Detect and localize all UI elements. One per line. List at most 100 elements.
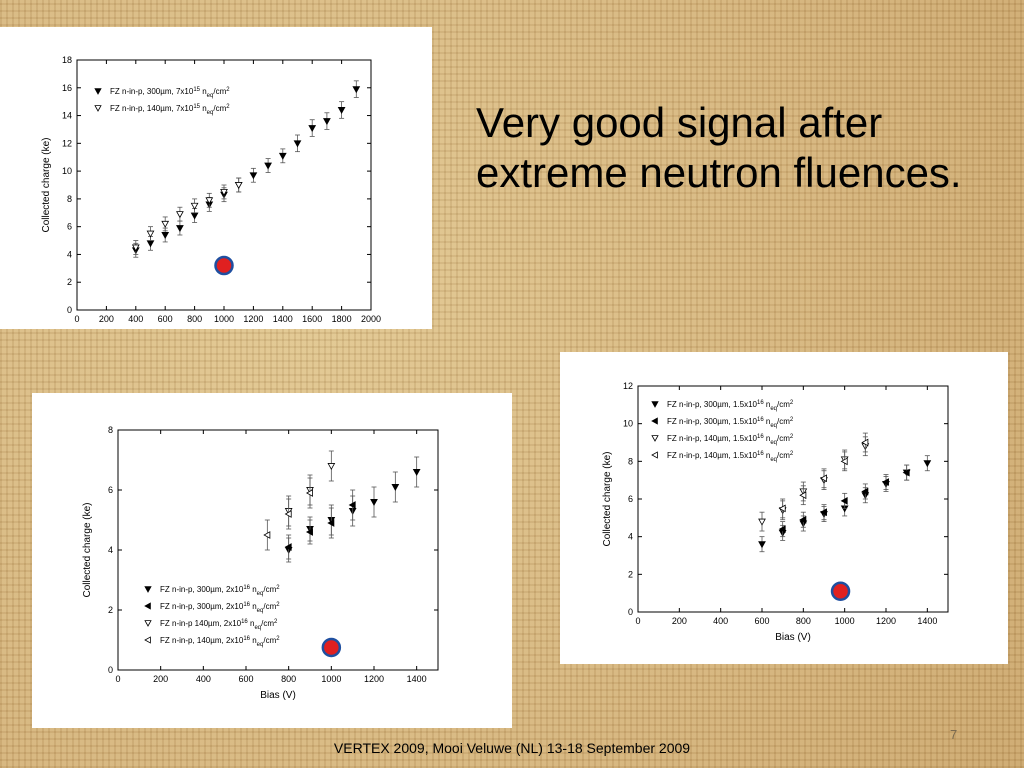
chart-panel-1p5e16: 0 200 400 600 800 1000 1200 1400 0 2 4 6 8 10 12 Bias (… bbox=[560, 352, 1008, 664]
chart1-y-tick-label: 2 bbox=[67, 277, 72, 287]
chart3-series-0-point bbox=[923, 460, 932, 468]
chart2-series-1-point bbox=[305, 528, 313, 536]
chart2-y-tick-label: 8 bbox=[108, 425, 113, 435]
headline: Very good signal after extreme neutron f… bbox=[476, 98, 1016, 198]
chart3-series-2-point bbox=[758, 518, 766, 526]
chart3-legend-label: FZ n-in-p, 140µm, 1.5x1016 neq/cm2 bbox=[667, 434, 794, 446]
chart3-legend-marker bbox=[651, 451, 658, 459]
chart1-series-0-point bbox=[190, 212, 199, 220]
footer-text: VERTEX 2009, Mooi Veluwe (NL) 13-18 Sept… bbox=[333, 740, 691, 756]
chart1-series-0-point bbox=[293, 140, 302, 148]
chart3-y-tick-label: 2 bbox=[628, 569, 633, 579]
chart2-plot-frame bbox=[117, 429, 439, 671]
chart3-x-tick-label: 1000 bbox=[835, 616, 855, 626]
chart3-legend-marker bbox=[651, 435, 659, 442]
chart1-y-tick-label: 6 bbox=[67, 222, 72, 232]
chart3-series-1-point bbox=[881, 478, 889, 486]
chart2-x-axis-label: Bias (V) bbox=[260, 690, 296, 701]
chart1-x-tick-label: 0 bbox=[74, 314, 79, 324]
chart2-x-tick-label: 400 bbox=[196, 674, 211, 684]
chart1-series-1-point bbox=[131, 244, 140, 252]
chart1-x-tick-label: 1600 bbox=[302, 314, 322, 324]
chart1-series-0-point bbox=[352, 86, 361, 94]
chart3-series-1-point bbox=[840, 497, 848, 505]
chart1-x-tick-label: 1800 bbox=[332, 314, 352, 324]
chart2-x-tick-label: 1000 bbox=[321, 674, 341, 684]
chart3-y-tick-label: 4 bbox=[628, 532, 633, 542]
chart3-series-3-point bbox=[778, 504, 786, 513]
chart1-series-1-point bbox=[234, 182, 243, 190]
chart3-legend-marker bbox=[651, 417, 658, 425]
chart3-x-tick-label: 1200 bbox=[876, 616, 896, 626]
chart1-y-tick-label: 10 bbox=[62, 166, 72, 176]
chart2-series-3-point bbox=[263, 531, 271, 539]
chart2-legend-marker bbox=[144, 620, 152, 627]
chart1-legend-marker bbox=[94, 105, 102, 112]
chart1-series-0-point bbox=[249, 172, 258, 180]
chart1-y-tick-label: 18 bbox=[62, 55, 72, 65]
chart3-x-tick-label: 0 bbox=[635, 616, 640, 626]
chart3-series-1-point bbox=[861, 487, 869, 496]
chart1-y-tick-label: 0 bbox=[67, 305, 72, 315]
chart2-legend-label: FZ n-in-p, 140µm, 2x1016 neq/cm2 bbox=[160, 636, 280, 648]
chart2-legend-marker bbox=[144, 636, 151, 644]
headline-line-2: extreme neutron fluences. bbox=[476, 149, 962, 196]
chart1-x-tick-label: 1000 bbox=[214, 314, 234, 324]
chart2-y-tick-label: 4 bbox=[108, 545, 113, 555]
chart2-series-0-point bbox=[412, 469, 421, 477]
chart1-series-0-point bbox=[337, 107, 346, 115]
chart3-legend-label: FZ n-in-p, 300µm, 1.5x1016 neq/cm2 bbox=[667, 400, 794, 412]
chart3-series-3-point bbox=[840, 457, 848, 466]
chart2-y-tick-label: 2 bbox=[108, 605, 113, 615]
chart2-series-1-point bbox=[348, 501, 356, 509]
chart2-series-0-point bbox=[391, 484, 400, 492]
chart1-series-1-point bbox=[190, 202, 199, 210]
chart2-series-0-point bbox=[370, 499, 378, 507]
chart1-x-tick-label: 600 bbox=[158, 314, 173, 324]
headline-line-1: Very good signal after bbox=[476, 99, 883, 146]
chart2-x-tick-label: 600 bbox=[238, 674, 253, 684]
chart1-series-1-point bbox=[161, 220, 170, 228]
chart2-x-tick-label: 1200 bbox=[364, 674, 384, 684]
chart3-y-tick-label: 8 bbox=[628, 456, 633, 466]
chart3-y-axis-label: Collected charge (ke) bbox=[602, 451, 613, 546]
chart2-series-2-point bbox=[327, 463, 336, 471]
chart2-legend-marker bbox=[144, 586, 152, 593]
chart1-highlight-marker bbox=[214, 255, 234, 276]
chart1-y-tick-label: 8 bbox=[67, 194, 72, 204]
chart-panel-7e15: 0 200 400 600 800 1000 1200 1400 1600 1800 2000 0 2 4… bbox=[0, 27, 432, 329]
chart1-legend-marker bbox=[94, 88, 102, 95]
chart2-series-1-point bbox=[327, 519, 335, 527]
chart2-x-tick-label: 0 bbox=[115, 674, 120, 684]
chart3-x-axis-label: Bias (V) bbox=[775, 632, 811, 643]
chart3-series-3-point bbox=[861, 438, 869, 447]
chart3-y-tick-label: 10 bbox=[623, 419, 633, 429]
chart3-series-1-point bbox=[799, 515, 807, 524]
chart1-series-0-point bbox=[308, 125, 317, 133]
chart1-x-tick-label: 200 bbox=[99, 314, 114, 324]
chart2-y-tick-label: 6 bbox=[108, 485, 113, 495]
chart3-series-1-point bbox=[819, 508, 827, 517]
chart3-x-tick-label: 600 bbox=[754, 616, 769, 626]
chart3-x-tick-label: 400 bbox=[713, 616, 728, 626]
chart2-y-tick-label: 0 bbox=[108, 665, 113, 675]
chart2-legend-label: FZ n-in-p 140µm, 2x1016 neq/cm2 bbox=[160, 619, 278, 631]
chart3-series-3-point bbox=[799, 491, 807, 500]
chart1-x-tick-label: 1200 bbox=[243, 314, 263, 324]
chart3-series-1-point bbox=[902, 468, 910, 477]
chart2-legend-label: FZ n-in-p, 300µm, 2x1016 neq/cm2 bbox=[160, 602, 280, 614]
chart3-series-1-point bbox=[778, 525, 786, 534]
chart1-series-0-point bbox=[146, 240, 155, 248]
chart2-y-axis-label: Collected charge (ke) bbox=[82, 502, 93, 597]
chart1-y-tick-label: 4 bbox=[67, 249, 72, 259]
chart3-highlight-marker bbox=[830, 581, 851, 602]
chart2-x-tick-label: 200 bbox=[153, 674, 168, 684]
chart1-series-1-point bbox=[176, 211, 184, 219]
chart2-series-3-point bbox=[305, 489, 313, 497]
chart1-legend-label: FZ n-in-p, 140µm, 7x1015 neq/cm2 bbox=[110, 104, 230, 116]
chart3-x-tick-label: 1400 bbox=[917, 616, 937, 626]
page-number: 7 bbox=[950, 727, 958, 742]
chart3-y-tick-label: 6 bbox=[628, 494, 633, 504]
chart1-x-tick-label: 800 bbox=[187, 314, 202, 324]
chart1-series-0-point bbox=[176, 225, 184, 233]
